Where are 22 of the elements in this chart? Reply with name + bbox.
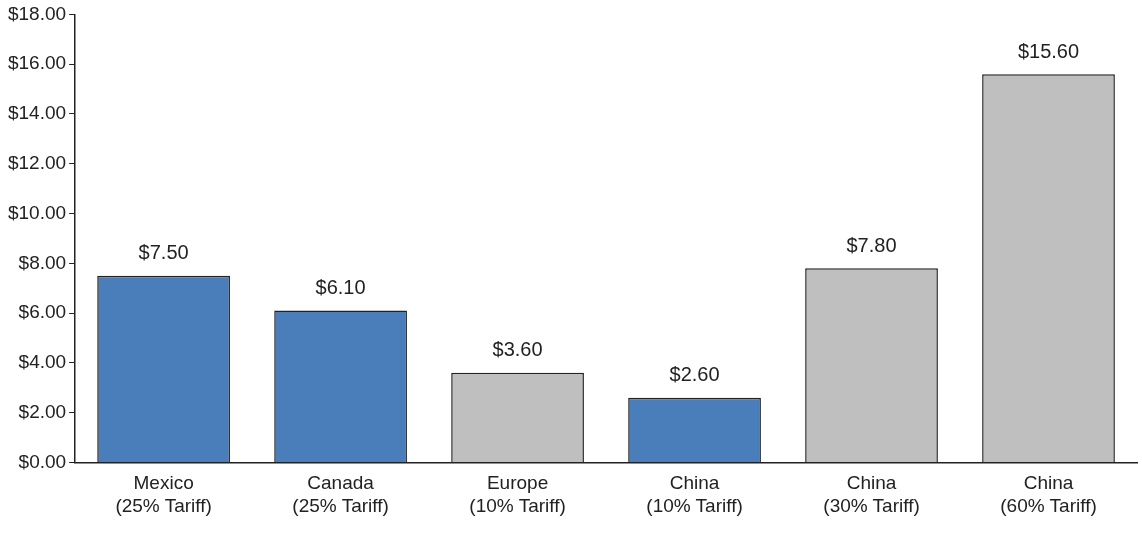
x-tick-label: China (60% Tariff) bbox=[1000, 472, 1097, 516]
x-tick-label: China (10% Tariff) bbox=[646, 472, 743, 516]
y-tick-label: $6.00 bbox=[18, 301, 67, 323]
data-label: $15.60 bbox=[1017, 39, 1080, 62]
y-tick-label: $8.00 bbox=[18, 251, 67, 273]
y-tick-label: $2.00 bbox=[18, 400, 67, 422]
data-label: $2.60 bbox=[669, 363, 720, 386]
data-label: $7.50 bbox=[138, 241, 189, 264]
y-tick-label: $16.00 bbox=[7, 52, 67, 74]
y-tick-label: $4.00 bbox=[18, 351, 67, 373]
data-label: $3.60 bbox=[492, 338, 543, 361]
y-tick-label: $18.00 bbox=[7, 2, 67, 24]
y-tick-label: $12.00 bbox=[7, 151, 67, 173]
x-tick-label: Mexico (25% Tariff) bbox=[115, 472, 212, 516]
x-tick-label: China (30% Tariff) bbox=[823, 472, 920, 516]
data-label: $6.10 bbox=[315, 276, 366, 299]
x-tick-label: Canada (25% Tariff) bbox=[292, 472, 389, 516]
y-tick-label: $14.00 bbox=[7, 102, 67, 124]
data-label: $7.80 bbox=[846, 233, 897, 256]
y-tick-label: $0.00 bbox=[18, 450, 67, 472]
y-tick-label: $10.00 bbox=[7, 201, 67, 223]
x-tick-label: Europe (10% Tariff) bbox=[469, 472, 566, 516]
